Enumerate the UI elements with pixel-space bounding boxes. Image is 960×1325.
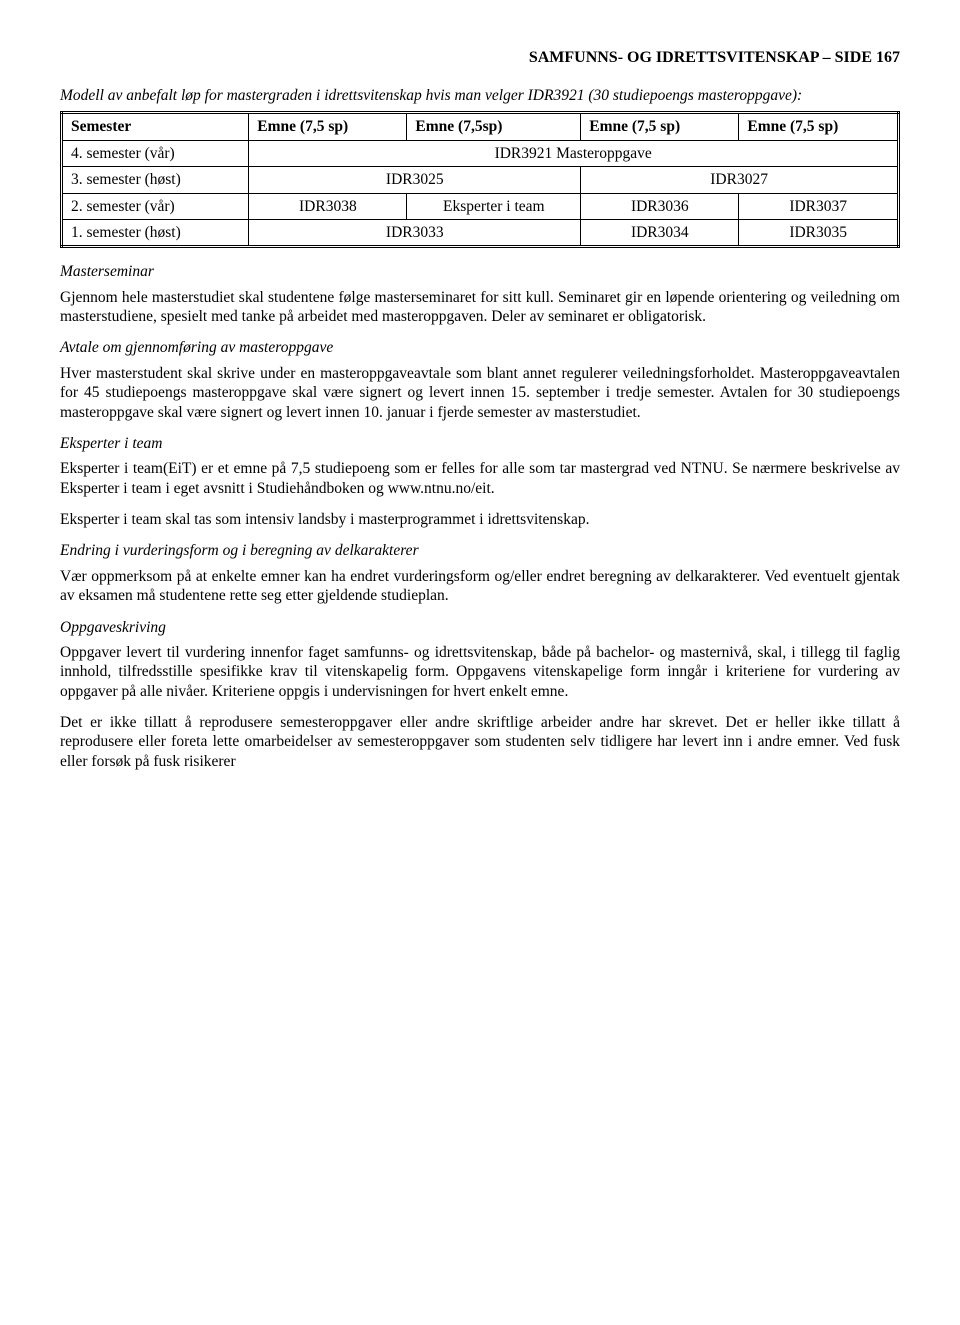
- sem1-label: 1. semester (høst): [62, 219, 249, 246]
- section-title-avtale: Avtale om gjennomføring av masteroppgave: [60, 338, 900, 357]
- sem1-course-1: IDR3033: [249, 219, 581, 246]
- table-row: 4. semester (vår) IDR3921 Masteroppgave: [62, 140, 899, 166]
- section-body: Hver masterstudent skal skrive under en …: [60, 364, 900, 422]
- sem1-course-2: IDR3034: [581, 219, 739, 246]
- section-title-eksperter: Eksperter i team: [60, 434, 900, 453]
- sem4-course: IDR3921 Masteroppgave: [249, 140, 899, 166]
- section-body: Eksperter i team(EiT) er et emne på 7,5 …: [60, 459, 900, 498]
- sem2-course-2: Eksperter i team: [407, 193, 581, 219]
- sem2-course-4: IDR3037: [739, 193, 899, 219]
- col-emne-1: Emne (7,5 sp): [249, 113, 407, 140]
- table-row: 1. semester (høst) IDR3033 IDR3034 IDR30…: [62, 219, 899, 246]
- section-body: Oppgaver levert til vurdering innenfor f…: [60, 643, 900, 701]
- section-body: Gjennom hele masterstudiet skal studente…: [60, 288, 900, 327]
- section-title-endring: Endring i vurderingsform og i beregning …: [60, 541, 900, 560]
- sem2-label: 2. semester (vår): [62, 193, 249, 219]
- col-emne-4: Emne (7,5 sp): [739, 113, 899, 140]
- col-emne-2: Emne (7,5sp): [407, 113, 581, 140]
- section-body: Eksperter i team skal tas som intensiv l…: [60, 510, 900, 529]
- col-emne-3: Emne (7,5 sp): [581, 113, 739, 140]
- sem1-course-3: IDR3035: [739, 219, 899, 246]
- section-body: Det er ikke tillatt å reprodusere semest…: [60, 713, 900, 771]
- intro-text: Modell av anbefalt løp for mastergraden …: [60, 86, 900, 105]
- section-title-masterseminar: Masterseminar: [60, 262, 900, 281]
- sem2-course-1: IDR3038: [249, 193, 407, 219]
- study-plan-table: Semester Emne (7,5 sp) Emne (7,5sp) Emne…: [60, 111, 900, 248]
- section-body: Vær oppmerksom på at enkelte emner kan h…: [60, 567, 900, 606]
- sem3-course-2: IDR3027: [581, 167, 899, 193]
- sem3-label: 3. semester (høst): [62, 167, 249, 193]
- col-semester: Semester: [62, 113, 249, 140]
- sem4-label: 4. semester (vår): [62, 140, 249, 166]
- table-header-row: Semester Emne (7,5 sp) Emne (7,5sp) Emne…: [62, 113, 899, 140]
- section-title-oppgaveskriving: Oppgaveskriving: [60, 618, 900, 637]
- page-header: SAMFUNNS- OG IDRETTSVITENSKAP – SIDE 167: [60, 48, 900, 68]
- table-row: 3. semester (høst) IDR3025 IDR3027: [62, 167, 899, 193]
- table-row: 2. semester (vår) IDR3038 Eksperter i te…: [62, 193, 899, 219]
- sem2-course-3: IDR3036: [581, 193, 739, 219]
- sem3-course-1: IDR3025: [249, 167, 581, 193]
